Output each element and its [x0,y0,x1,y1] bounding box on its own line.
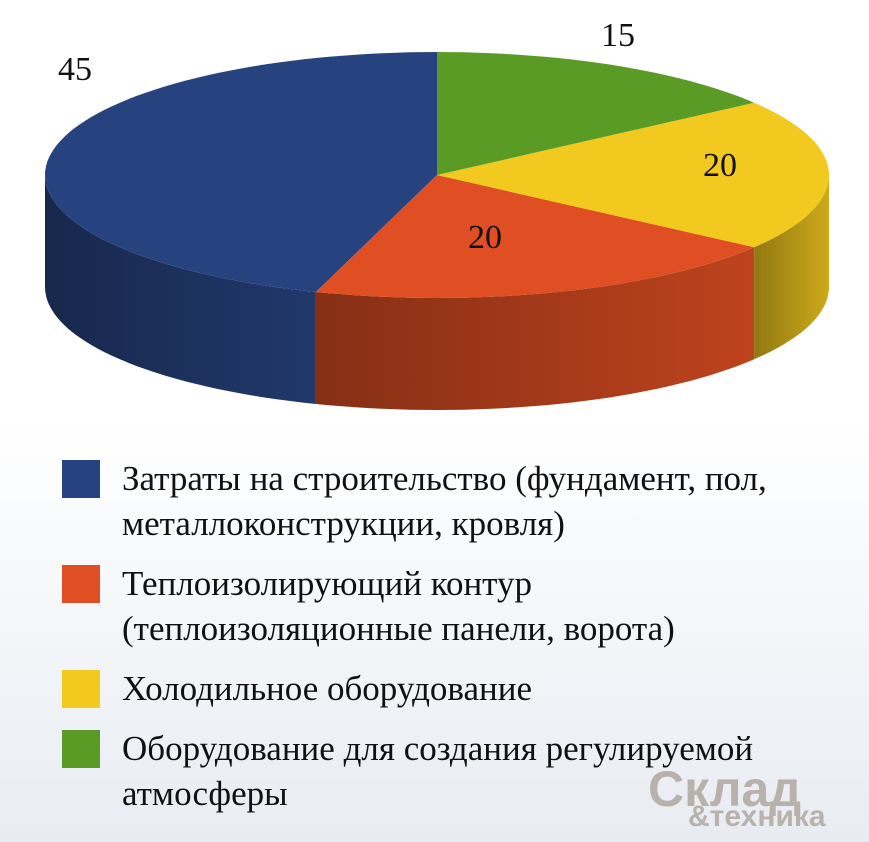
legend-item: Затраты на строительство (фундамент, пол… [62,456,842,546]
legend-label: Теплоизолирующий контур (теплоизоляционн… [122,564,675,648]
legend-item: Теплоизолирующий контур (теплоизоляционн… [62,561,842,651]
legend-swatch [62,460,100,498]
pie-side [45,175,316,404]
legend-swatch [62,565,100,603]
pie-slice [437,52,755,175]
watermark: Склад [648,761,802,817]
pie-side [754,175,829,360]
legend-swatch [62,670,100,708]
pie-slice [315,175,755,298]
legend-label: Оборудование для создания регулируемой а… [122,729,754,813]
pie-side [315,247,755,410]
legend-item: Холодильное оборудование [62,666,842,711]
legend-label: Затраты на строительство (фундамент, пол… [122,459,767,543]
pie-slice [45,52,437,292]
value-label: 20 [468,219,502,256]
value-label: 45 [58,51,92,88]
pie-slice [437,102,829,248]
value-label: 20 [703,147,737,184]
watermark: &техника [688,800,826,833]
legend-item: Оборудование для создания регулируемой а… [62,726,842,816]
value-label: 15 [601,17,635,54]
legend-swatch [62,730,100,768]
legend-label: Холодильное оборудование [122,669,533,708]
